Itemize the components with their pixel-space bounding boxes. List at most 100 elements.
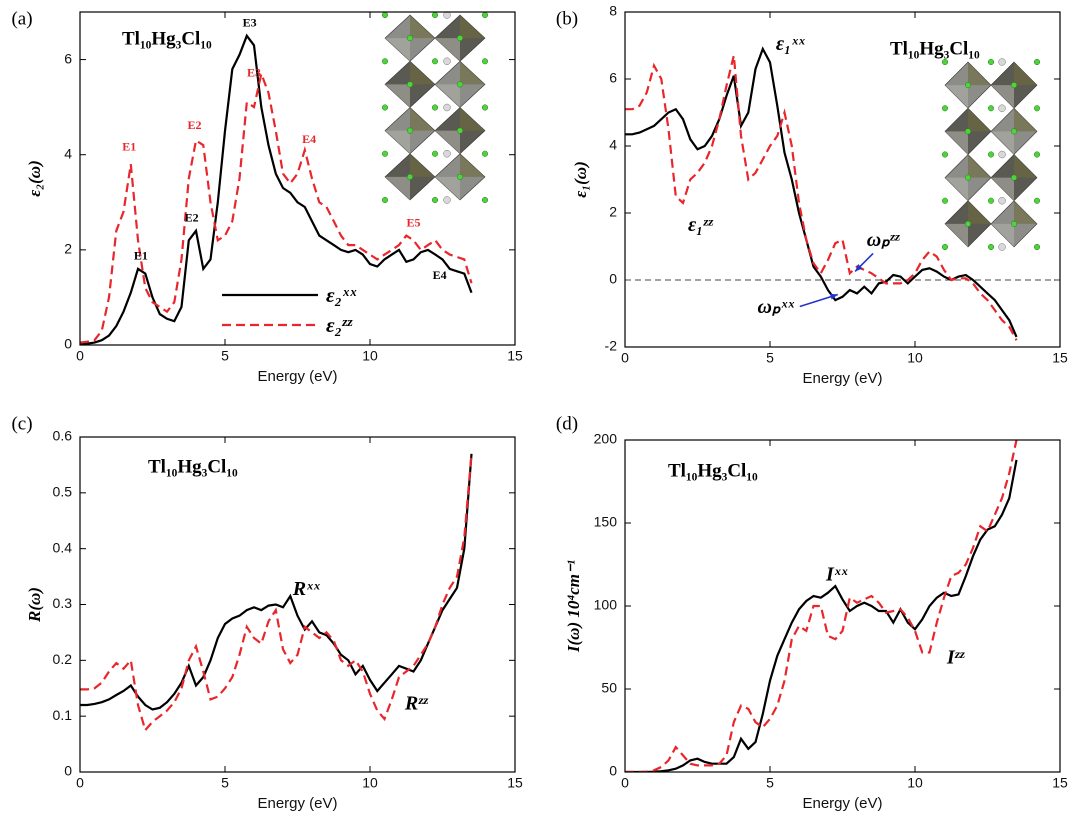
octahedron-face <box>385 177 410 200</box>
y-tick-label: 0 <box>64 336 72 352</box>
atom <box>482 58 488 64</box>
y-tick-label: 200 <box>594 431 618 447</box>
x-axis-label: Energy (eV) <box>257 795 337 812</box>
atom <box>1011 175 1017 181</box>
atom <box>482 12 488 18</box>
y-tick-label: 6 <box>64 50 72 66</box>
atom <box>965 82 971 88</box>
octahedron-face <box>385 84 410 107</box>
atom <box>432 197 438 203</box>
annotation: E4 <box>302 132 316 146</box>
annotation: ε₁ˣˣ <box>776 33 805 55</box>
annotation: E4 <box>433 268 447 282</box>
crystal-inset <box>382 12 488 204</box>
y-tick-label: 50 <box>601 680 617 696</box>
y-axis-label: I(ω) 10⁴cm⁻¹ <box>564 560 583 653</box>
atom <box>482 197 488 203</box>
y-tick-label: 0.3 <box>53 595 73 611</box>
x-tick-label: 0 <box>76 775 84 791</box>
annotation: E1 <box>134 249 148 263</box>
y-tick-label: 0.2 <box>53 651 73 667</box>
atom <box>988 152 994 158</box>
atom <box>988 105 994 111</box>
atom <box>965 129 971 135</box>
x-tick-label: 15 <box>1052 775 1068 791</box>
atom <box>1011 129 1017 135</box>
atom <box>965 221 971 227</box>
annotation: E5 <box>406 215 420 229</box>
atom <box>432 105 438 111</box>
atom <box>382 197 388 203</box>
octahedron-face <box>410 108 435 131</box>
octahedron-face <box>460 15 485 38</box>
atom <box>942 198 948 204</box>
atom <box>988 244 994 250</box>
atom <box>432 151 438 157</box>
crystal-inset <box>942 59 1040 251</box>
series-line <box>80 454 472 730</box>
series-line <box>80 454 472 710</box>
atom <box>457 35 463 41</box>
atom <box>1034 59 1040 65</box>
annotation: Iᶻᶻ <box>946 647 966 669</box>
x-tick-label: 5 <box>221 348 229 364</box>
atom <box>382 12 388 18</box>
atom <box>444 58 451 65</box>
annotation: ωₚᶻᶻ <box>867 229 901 251</box>
x-tick-label: 15 <box>507 775 523 791</box>
atom <box>1034 198 1040 204</box>
atom <box>457 174 463 180</box>
annotation: E3 <box>243 16 257 30</box>
atom <box>1034 105 1040 111</box>
panel-label: (a) <box>11 8 32 29</box>
y-axis-label: ε₂(ω) <box>25 160 44 197</box>
atom <box>1034 152 1040 158</box>
y-tick-label: 150 <box>594 514 618 530</box>
atom <box>988 59 994 65</box>
series-line <box>625 440 1017 772</box>
annotation: ε₁ᶻᶻ <box>688 214 714 236</box>
atom <box>999 244 1006 251</box>
panel-title: Tl₁₀Hg₃Cl₁₀ <box>890 38 980 59</box>
atom <box>457 128 463 134</box>
atom <box>457 82 463 88</box>
y-tick-label: 0.5 <box>53 484 73 500</box>
atom <box>942 152 948 158</box>
atom <box>432 58 438 64</box>
atom <box>482 105 488 111</box>
y-tick-label: 6 <box>609 70 617 86</box>
annotation: Rˣˣ <box>292 578 320 600</box>
x-axis-label: Energy (eV) <box>802 370 882 387</box>
atom <box>999 105 1006 112</box>
atom <box>942 105 948 111</box>
annotation: E2 <box>188 118 202 132</box>
y-tick-label: 0 <box>609 763 617 779</box>
y-axis-label: ε₁(ω) <box>571 161 590 198</box>
y-tick-label: 2 <box>64 241 72 257</box>
octahedron-face <box>410 61 435 84</box>
octahedron-face <box>460 154 485 177</box>
panel-title: Tl₁₀Hg₃Cl₁₀ <box>148 456 238 477</box>
y-tick-label: 4 <box>609 137 617 153</box>
atom <box>407 82 413 88</box>
x-tick-label: 0 <box>76 348 84 364</box>
annotation: E2 <box>185 211 199 225</box>
atom <box>999 151 1006 158</box>
atom <box>382 58 388 64</box>
y-tick-label: 100 <box>594 597 618 613</box>
y-tick-label: 0.1 <box>53 707 73 723</box>
panel-title: Tl₁₀Hg₃Cl₁₀ <box>668 460 758 481</box>
annotation: ωₚˣˣ <box>757 296 794 318</box>
x-axis-label: Energy (eV) <box>257 368 337 385</box>
figure: 0510150246Energy (eV)ε₂(ω)(a)Tl₁₀Hg₃Cl₁₀… <box>0 0 1075 823</box>
y-tick-label: 2 <box>609 204 617 220</box>
atom <box>382 105 388 111</box>
octahedron-face <box>410 15 435 38</box>
panel-title: Tl₁₀Hg₃Cl₁₀ <box>122 28 212 49</box>
y-tick-label: 0 <box>64 763 72 779</box>
atom <box>942 244 948 250</box>
octahedron-face <box>385 131 410 154</box>
x-tick-label: 15 <box>507 348 523 364</box>
panel-label: (b) <box>556 8 578 29</box>
x-tick-label: 5 <box>766 775 774 791</box>
